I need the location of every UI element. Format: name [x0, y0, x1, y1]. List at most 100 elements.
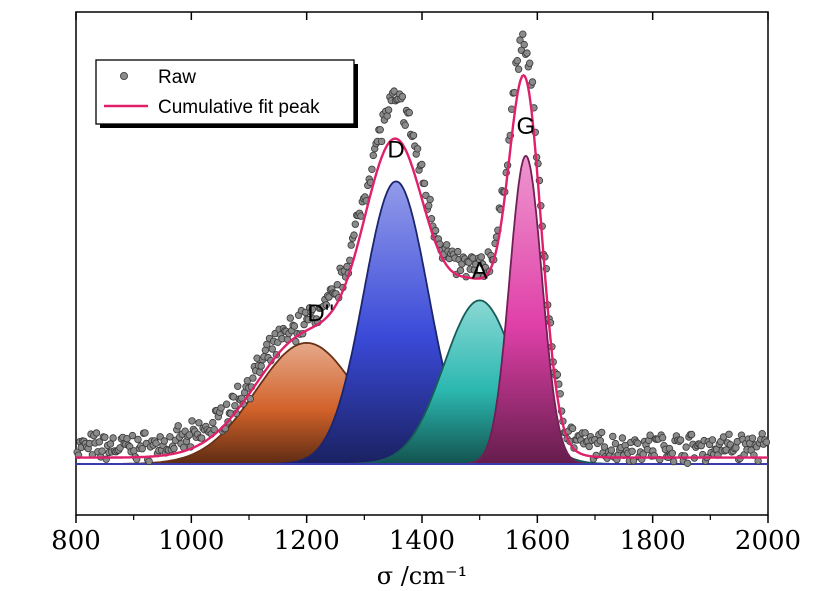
peak-label-g: G [516, 113, 535, 140]
raw-point [420, 179, 429, 188]
raw-point [732, 444, 740, 452]
x-tick-label: 1400 [389, 526, 455, 556]
raw-point [128, 431, 137, 440]
raw-point [134, 435, 142, 444]
raw-point [425, 201, 433, 210]
raw-point [152, 439, 160, 447]
raw-point [123, 435, 131, 443]
raw-point [528, 78, 537, 86]
raw-point [413, 145, 422, 153]
raw-point [611, 439, 620, 448]
legend-raw-marker [120, 72, 129, 81]
raw-point [568, 424, 577, 433]
raw-point [390, 87, 398, 95]
raw-point [222, 400, 231, 408]
raw-point [708, 436, 717, 444]
raw-point [210, 425, 218, 434]
raw-point [351, 220, 359, 228]
raw-point [526, 59, 534, 67]
raw-point [368, 165, 376, 173]
raw-point [95, 438, 103, 446]
raw-point [607, 446, 616, 454]
raw-point [268, 345, 276, 353]
raw-point [209, 418, 217, 427]
raw-point [166, 433, 174, 441]
raw-point [145, 457, 153, 466]
cumulative-fit-line [76, 73, 768, 459]
raw-point [634, 439, 642, 447]
raw-point [376, 125, 384, 134]
raw-point [106, 440, 115, 448]
raw-point [477, 253, 485, 261]
raw-point [683, 459, 692, 467]
x-tick-label: 1000 [158, 526, 224, 556]
peak-label-a: A [472, 257, 488, 284]
raw-point [92, 429, 101, 437]
raw-point [233, 382, 242, 390]
raw-point [343, 262, 351, 271]
raw-point [609, 432, 617, 441]
raw-point [384, 106, 393, 114]
raw-point [658, 434, 667, 442]
raw-point [668, 449, 676, 457]
raw-point [308, 305, 317, 314]
raw-point [322, 301, 330, 309]
raw-point [676, 436, 685, 444]
raw-point [600, 443, 609, 451]
raw-point [514, 65, 523, 73]
raw-point [585, 442, 593, 451]
raw-point [174, 422, 182, 430]
raw-point [185, 431, 193, 439]
raw-point [646, 431, 654, 439]
raw-point [454, 247, 462, 256]
raw-point [426, 195, 434, 204]
legend-fit-label: Cumulative fit peak [158, 97, 320, 118]
raw-point [170, 444, 178, 453]
raw-point [418, 160, 426, 169]
raw-point [383, 112, 391, 120]
raw-point [290, 322, 299, 330]
legend-box [95, 59, 355, 125]
raw-point [725, 430, 733, 438]
raw-point [628, 447, 636, 455]
raw-point [758, 430, 766, 438]
raw-point [249, 374, 257, 382]
x-axis-title: σ /cm⁻¹ [377, 562, 468, 590]
raw-point [405, 108, 413, 117]
raw-point [682, 443, 690, 451]
raw-point [443, 241, 451, 249]
raw-point [516, 36, 524, 44]
raw-point [670, 457, 678, 466]
peak-label-dpp: D'' [307, 300, 334, 327]
raw-point [398, 92, 407, 101]
raw-point [520, 40, 528, 49]
raw-point [160, 437, 168, 445]
raw-point [598, 428, 606, 437]
raw-point [257, 362, 265, 370]
raw-point [519, 30, 527, 38]
peak-label-d: D [387, 136, 404, 163]
raw-point [98, 447, 106, 455]
component-peak-g [466, 154, 585, 465]
raw-point [513, 57, 521, 65]
raw-point [217, 404, 225, 412]
x-tick-label: 2000 [735, 526, 801, 556]
raw-point [687, 430, 696, 439]
legend: Raw Cumulative fit peak [95, 59, 358, 128]
raw-point [350, 231, 358, 239]
raw-point [748, 434, 757, 442]
raw-point [401, 121, 409, 129]
x-tick-label: 1200 [274, 526, 340, 556]
legend-raw-label: Raw [158, 67, 196, 88]
raw-point [141, 429, 149, 437]
raw-point [231, 402, 239, 410]
x-tick-label: 1800 [620, 526, 686, 556]
x-tick-label: 1600 [504, 526, 570, 556]
raw-point [138, 445, 146, 453]
raw-point [263, 340, 271, 349]
raw-point [523, 49, 531, 57]
raw-point [581, 429, 589, 437]
raw-point [347, 241, 355, 249]
raw-point [109, 434, 117, 442]
x-tick-label: 800 [51, 526, 101, 556]
